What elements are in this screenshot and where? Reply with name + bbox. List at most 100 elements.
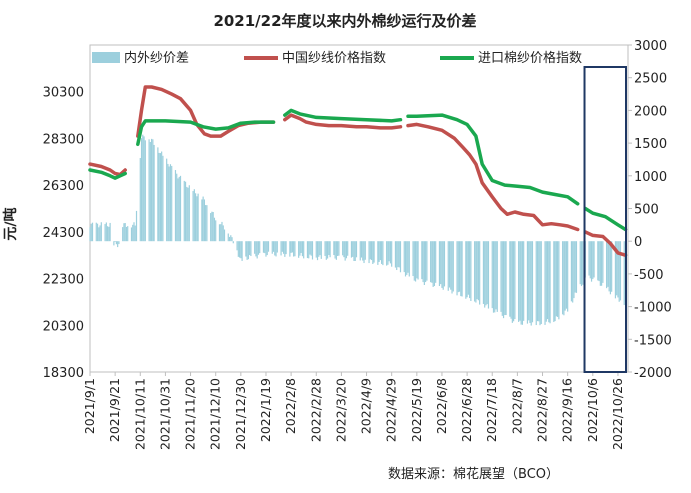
legend: 内外纱价差 中国纱线价格指数 进口棉纱价格指数 bbox=[92, 50, 582, 66]
spread-bar bbox=[617, 241, 619, 298]
spread-bar bbox=[161, 151, 163, 242]
spread-bar bbox=[494, 241, 496, 313]
spread-bar bbox=[580, 241, 583, 287]
spread-bar bbox=[197, 193, 199, 242]
spread-bar bbox=[593, 241, 595, 278]
spread-bar bbox=[529, 241, 531, 323]
spread-bar bbox=[456, 241, 458, 296]
spread-bar bbox=[247, 241, 249, 260]
spread-bar bbox=[553, 241, 555, 323]
spread-bar bbox=[425, 241, 427, 283]
spread-bar bbox=[579, 241, 581, 285]
spread-bar bbox=[109, 222, 111, 242]
spread-bar bbox=[89, 227, 91, 242]
spread-bar bbox=[398, 241, 400, 268]
spread-bar bbox=[289, 241, 291, 257]
spread-bar bbox=[590, 241, 593, 282]
spread-bar bbox=[157, 147, 159, 242]
left-tick-label: 18300 bbox=[43, 366, 84, 381]
legend-label-china: 中国纱线价格指数 bbox=[282, 50, 386, 66]
spread-bar bbox=[513, 241, 515, 322]
spread-bar bbox=[546, 241, 549, 320]
spread-bar bbox=[222, 225, 224, 242]
spread-bar bbox=[105, 222, 107, 242]
spread-bar bbox=[149, 141, 151, 242]
spread-bar bbox=[482, 241, 485, 304]
spread-bar bbox=[212, 211, 214, 242]
spread-bar bbox=[256, 241, 258, 259]
spread-bar bbox=[511, 241, 513, 323]
spread-bar bbox=[192, 191, 194, 242]
spread-bar bbox=[557, 241, 559, 317]
spread-bar bbox=[271, 241, 273, 254]
spread-bar bbox=[250, 241, 252, 257]
spread-bar bbox=[303, 241, 305, 259]
spread-bar bbox=[238, 241, 241, 258]
spread-bar bbox=[282, 241, 285, 254]
spread-bar bbox=[210, 213, 212, 242]
spread-bar bbox=[575, 241, 578, 293]
spread-bar bbox=[466, 241, 468, 298]
spread-bar bbox=[370, 241, 373, 261]
x-tick-label: 2022/6/8 bbox=[434, 378, 449, 434]
spread-bar bbox=[125, 226, 128, 242]
left-tick-label: 28300 bbox=[43, 132, 84, 147]
spread-bar bbox=[432, 241, 434, 287]
spread-bar bbox=[623, 241, 625, 306]
x-tick-label: 2022/2/8 bbox=[283, 378, 298, 434]
spread-bar bbox=[115, 241, 117, 245]
import-yarn-line bbox=[583, 206, 628, 232]
spread-bar bbox=[404, 241, 407, 277]
right-tick-label: 0 bbox=[634, 235, 642, 250]
spread-bar bbox=[379, 241, 381, 261]
spread-bar bbox=[130, 227, 133, 242]
spread-bar bbox=[538, 241, 540, 322]
spread-bar bbox=[134, 225, 136, 242]
spread-bars bbox=[89, 134, 627, 326]
spread-bar bbox=[496, 241, 498, 312]
spread-bar bbox=[608, 241, 610, 292]
spread-bar bbox=[558, 241, 560, 320]
spread-bar bbox=[311, 241, 314, 260]
spread-bar bbox=[108, 226, 110, 242]
left-tick-label: 22300 bbox=[43, 273, 84, 288]
spread-bar bbox=[355, 241, 358, 258]
spread-bar bbox=[100, 222, 102, 242]
spread-bar bbox=[519, 241, 521, 321]
spread-bar bbox=[408, 241, 410, 277]
spread-bar bbox=[565, 241, 568, 309]
spread-bar bbox=[96, 223, 99, 242]
spread-bar bbox=[502, 241, 505, 319]
spread-bar bbox=[443, 241, 446, 287]
legend-swatch-spread bbox=[92, 52, 120, 63]
spread-bar bbox=[450, 241, 452, 290]
spread-bar bbox=[124, 223, 126, 242]
spread-bar bbox=[255, 241, 257, 257]
spread-bar bbox=[526, 241, 529, 324]
spread-bar bbox=[457, 241, 459, 293]
spread-bar bbox=[435, 241, 437, 283]
spread-bar bbox=[158, 152, 160, 242]
spread-bar bbox=[329, 241, 331, 258]
spread-bar bbox=[619, 241, 622, 301]
spread-bar bbox=[413, 241, 415, 281]
spread-bar bbox=[598, 241, 600, 282]
spread-bar bbox=[114, 241, 116, 242]
spread-bar bbox=[440, 241, 442, 285]
spread-bar bbox=[143, 136, 145, 242]
spread-bar bbox=[169, 164, 172, 242]
x-tick-label: 2021/12/30 bbox=[233, 378, 248, 450]
spread-bar bbox=[267, 241, 270, 252]
spread-bar bbox=[574, 241, 576, 293]
import-yarn-line bbox=[136, 119, 276, 147]
spread-bar bbox=[309, 241, 311, 255]
spread-bar bbox=[570, 241, 573, 302]
x-axis: 2021/9/1 2021/9/21 2021/10/11 2021/10/31 202… bbox=[82, 372, 625, 450]
spread-bar bbox=[152, 139, 154, 242]
spread-bar bbox=[545, 241, 547, 322]
spread-bar bbox=[442, 241, 444, 290]
x-tick-label: 2022/4/9 bbox=[359, 378, 374, 434]
spread-bar bbox=[213, 217, 216, 242]
x-tick-label: 2021/9/21 bbox=[107, 378, 122, 442]
spread-bar bbox=[474, 241, 476, 302]
